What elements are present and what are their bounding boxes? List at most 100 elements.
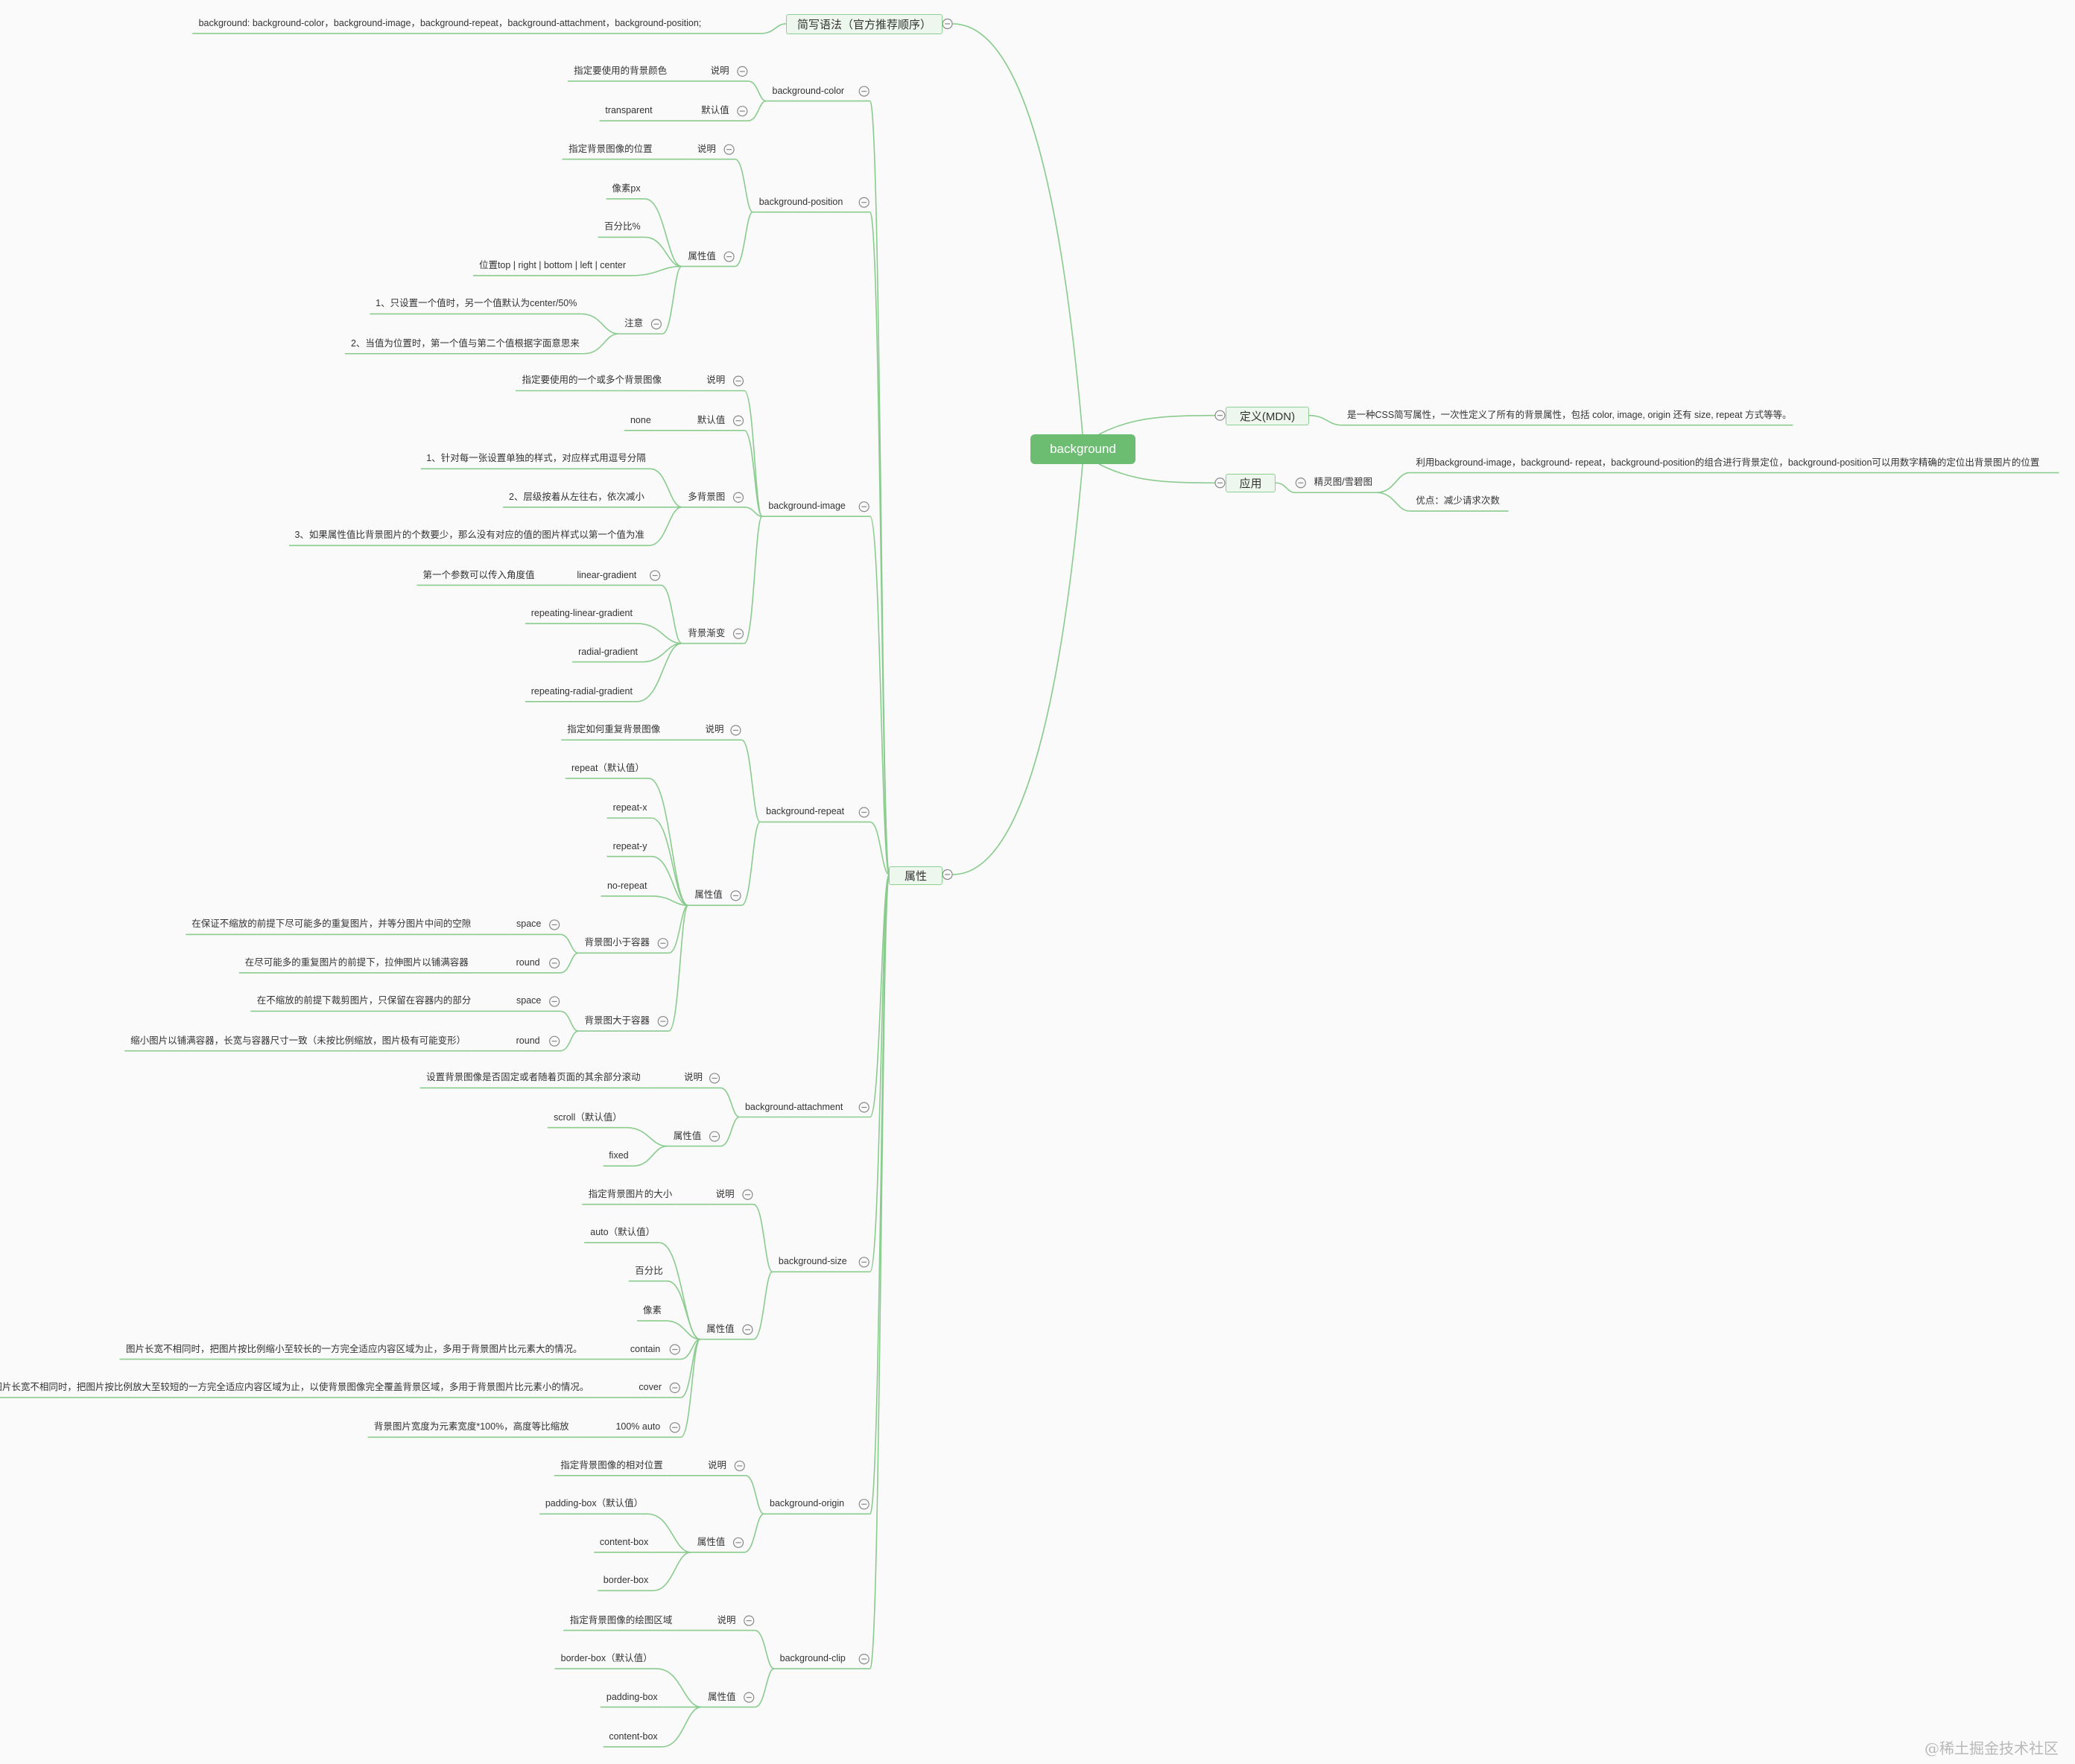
collapse-minus-icon[interactable]: [858, 501, 869, 513]
mindmap-node[interactable]: 1、针对每一张设置单独的样式，对应样式用逗号分隔: [426, 453, 646, 464]
topic-properties[interactable]: 属性: [889, 866, 943, 885]
mindmap-node[interactable]: background-repeat: [766, 806, 845, 817]
mindmap-node[interactable]: 2、层级按着从左往右，依次减小: [508, 491, 644, 502]
mindmap-node[interactable]: background-attachment: [744, 1101, 843, 1112]
mindmap-node[interactable]: 第一个参数可以传入角度值: [422, 569, 535, 580]
collapse-minus-icon[interactable]: [650, 319, 662, 330]
mindmap-node[interactable]: space: [516, 919, 542, 930]
mindmap-node[interactable]: 背景图大于容器: [584, 1015, 650, 1027]
mindmap-node[interactable]: 指定背景图片的大小: [588, 1188, 673, 1199]
collapse-minus-icon[interactable]: [657, 1015, 668, 1027]
collapse-minus-icon[interactable]: [709, 1073, 720, 1084]
mindmap-node[interactable]: background-clip: [779, 1653, 846, 1664]
mindmap-node[interactable]: 属性值: [688, 250, 716, 261]
collapse-minus-icon[interactable]: [942, 869, 953, 881]
mindmap-node[interactable]: 百分比%: [604, 221, 641, 232]
mindmap-node[interactable]: 属性值: [673, 1130, 702, 1141]
mindmap-node[interactable]: content-box: [609, 1730, 658, 1742]
mindmap-node[interactable]: 说明: [715, 1188, 735, 1199]
mindmap-node[interactable]: background-size: [778, 1256, 847, 1267]
mindmap-node[interactable]: background-color: [772, 85, 845, 96]
mindmap-node[interactable]: padding-box（默认值）: [545, 1498, 644, 1509]
mindmap-node[interactable]: 图片长宽不相同时，把图片按比例缩小至较长的一方完全适应内容区域为止，多用于背景图…: [125, 1343, 583, 1354]
collapse-minus-icon[interactable]: [858, 1257, 869, 1268]
mindmap-node[interactable]: 像素: [642, 1305, 662, 1316]
mindmap-node[interactable]: 属性值: [697, 1536, 726, 1547]
mindmap-node[interactable]: 说明: [697, 143, 716, 154]
mindmap-node[interactable]: 默认值: [697, 414, 726, 425]
collapse-minus-icon[interactable]: [858, 1654, 869, 1665]
collapse-minus-icon[interactable]: [723, 251, 735, 262]
collapse-minus-icon[interactable]: [858, 86, 869, 97]
topic-application[interactable]: 应用: [1226, 474, 1276, 492]
mindmap-node[interactable]: 指定背景图像的绘图区域: [569, 1614, 673, 1625]
collapse-minus-icon[interactable]: [549, 919, 560, 930]
collapse-minus-icon[interactable]: [732, 375, 744, 387]
mindmap-node[interactable]: round: [516, 956, 540, 968]
mindmap-node[interactable]: fixed: [609, 1150, 629, 1161]
collapse-minus-icon[interactable]: [669, 1382, 680, 1394]
mindmap-node[interactable]: 注意: [624, 318, 644, 329]
mindmap-node[interactable]: repeat（默认值）: [571, 762, 644, 773]
collapse-minus-icon[interactable]: [737, 106, 748, 117]
mindmap-node[interactable]: 像素px: [612, 183, 641, 194]
mindmap-node[interactable]: 指定要使用的背景颜色: [574, 65, 668, 76]
collapse-minus-icon[interactable]: [732, 628, 744, 639]
mindmap-node[interactable]: 在不缩放的前提下裁剪图片，只保留在容器内的部分: [256, 995, 472, 1006]
mindmap-node[interactable]: 指定如何重复背景图像: [567, 724, 661, 735]
mindmap-node[interactable]: background-image: [768, 501, 846, 512]
mindmap-node[interactable]: 说明: [706, 375, 726, 386]
mindmap-node[interactable]: 图片长宽不相同时，把图片按比例放大至较短的一方完全适应内容区域为止，以使背景图像…: [0, 1382, 589, 1393]
collapse-minus-icon[interactable]: [744, 1692, 755, 1703]
mindmap-node[interactable]: 是一种CSS简写属性，一次性定义了所有的背景属性，包括 color, image…: [1346, 409, 1792, 420]
mindmap-node[interactable]: 多背景图: [688, 491, 726, 502]
mindmap-node[interactable]: 优点：减少请求次数: [1416, 495, 1500, 507]
collapse-minus-icon[interactable]: [650, 570, 661, 581]
mindmap-node[interactable]: 指定背景图像的相对位置: [560, 1459, 663, 1470]
mindmap-node[interactable]: 3、如果属性值比背景图片的个数要少，那么没有对应的值的图片样式以第一个值为准: [294, 530, 644, 541]
mindmap-node[interactable]: 百分比: [635, 1265, 663, 1276]
collapse-minus-icon[interactable]: [858, 1499, 869, 1510]
mindmap-node[interactable]: repeating-radial-gradient: [530, 685, 633, 697]
mindmap-node[interactable]: 背景图片宽度为元素宽度*100%，高度等比缩放: [373, 1421, 569, 1433]
mindmap-node[interactable]: padding-box: [606, 1691, 658, 1702]
collapse-minus-icon[interactable]: [742, 1324, 753, 1335]
collapse-minus-icon[interactable]: [1214, 478, 1226, 489]
mindmap-node[interactable]: 说明: [708, 1459, 727, 1470]
collapse-minus-icon[interactable]: [858, 807, 869, 818]
collapse-minus-icon[interactable]: [858, 197, 869, 208]
mindmap-node[interactable]: 2、当值为位置时，第一个值与第二个值根据字面意思来: [350, 337, 580, 349]
mindmap-node[interactable]: 在尽可能多的重复图片的前提下，拉伸图片以铺满容器: [244, 956, 469, 968]
collapse-minus-icon[interactable]: [1295, 478, 1306, 489]
mindmap-node[interactable]: background-origin: [770, 1498, 845, 1509]
mindmap-node[interactable]: 缩小图片以铺满容器，长宽与容器尺寸一致（未按比例缩放，图片极有可能变形）: [130, 1035, 466, 1046]
mindmap-node[interactable]: 精灵图/雪碧图: [1314, 477, 1373, 488]
topic-definition-mdn[interactable]: 定义(MDN): [1226, 407, 1309, 425]
mindmap-node[interactable]: 说明: [710, 65, 729, 76]
mindmap-node[interactable]: 在保证不缩放的前提下尽可能多的重复图片，并等分图片中间的空隙: [191, 919, 472, 930]
collapse-minus-icon[interactable]: [730, 725, 741, 736]
mindmap-node[interactable]: 说明: [717, 1614, 736, 1625]
mindmap-node[interactable]: 1、只设置一个值时，另一个值默认为center/50%: [376, 298, 577, 309]
mindmap-node[interactable]: 属性值: [694, 889, 723, 901]
mindmap-node[interactable]: 指定背景图像的位置: [568, 143, 653, 154]
collapse-minus-icon[interactable]: [549, 1035, 560, 1047]
collapse-minus-icon[interactable]: [669, 1344, 680, 1355]
collapse-minus-icon[interactable]: [709, 1131, 720, 1142]
mindmap-node[interactable]: linear-gradient: [577, 569, 637, 580]
mindmap-node[interactable]: no-repeat: [606, 880, 647, 891]
mindmap-node[interactable]: none: [630, 414, 651, 425]
mindmap-node[interactable]: 位置top | right | bottom | left | center: [478, 259, 627, 270]
mindmap-node[interactable]: space: [516, 995, 542, 1006]
mindmap-node[interactable]: repeat-x: [612, 802, 647, 813]
mindmap-node[interactable]: 背景图小于容器: [584, 937, 650, 948]
collapse-minus-icon[interactable]: [744, 1615, 755, 1626]
collapse-minus-icon[interactable]: [732, 1537, 744, 1548]
collapse-minus-icon[interactable]: [669, 1422, 680, 1433]
collapse-minus-icon[interactable]: [657, 938, 668, 949]
collapse-minus-icon[interactable]: [942, 18, 953, 30]
mindmap-node[interactable]: 背景渐变: [688, 627, 726, 638]
collapse-minus-icon[interactable]: [549, 957, 560, 969]
mindmap-node[interactable]: auto（默认值）: [590, 1227, 656, 1238]
root-node[interactable]: background: [1030, 434, 1135, 464]
